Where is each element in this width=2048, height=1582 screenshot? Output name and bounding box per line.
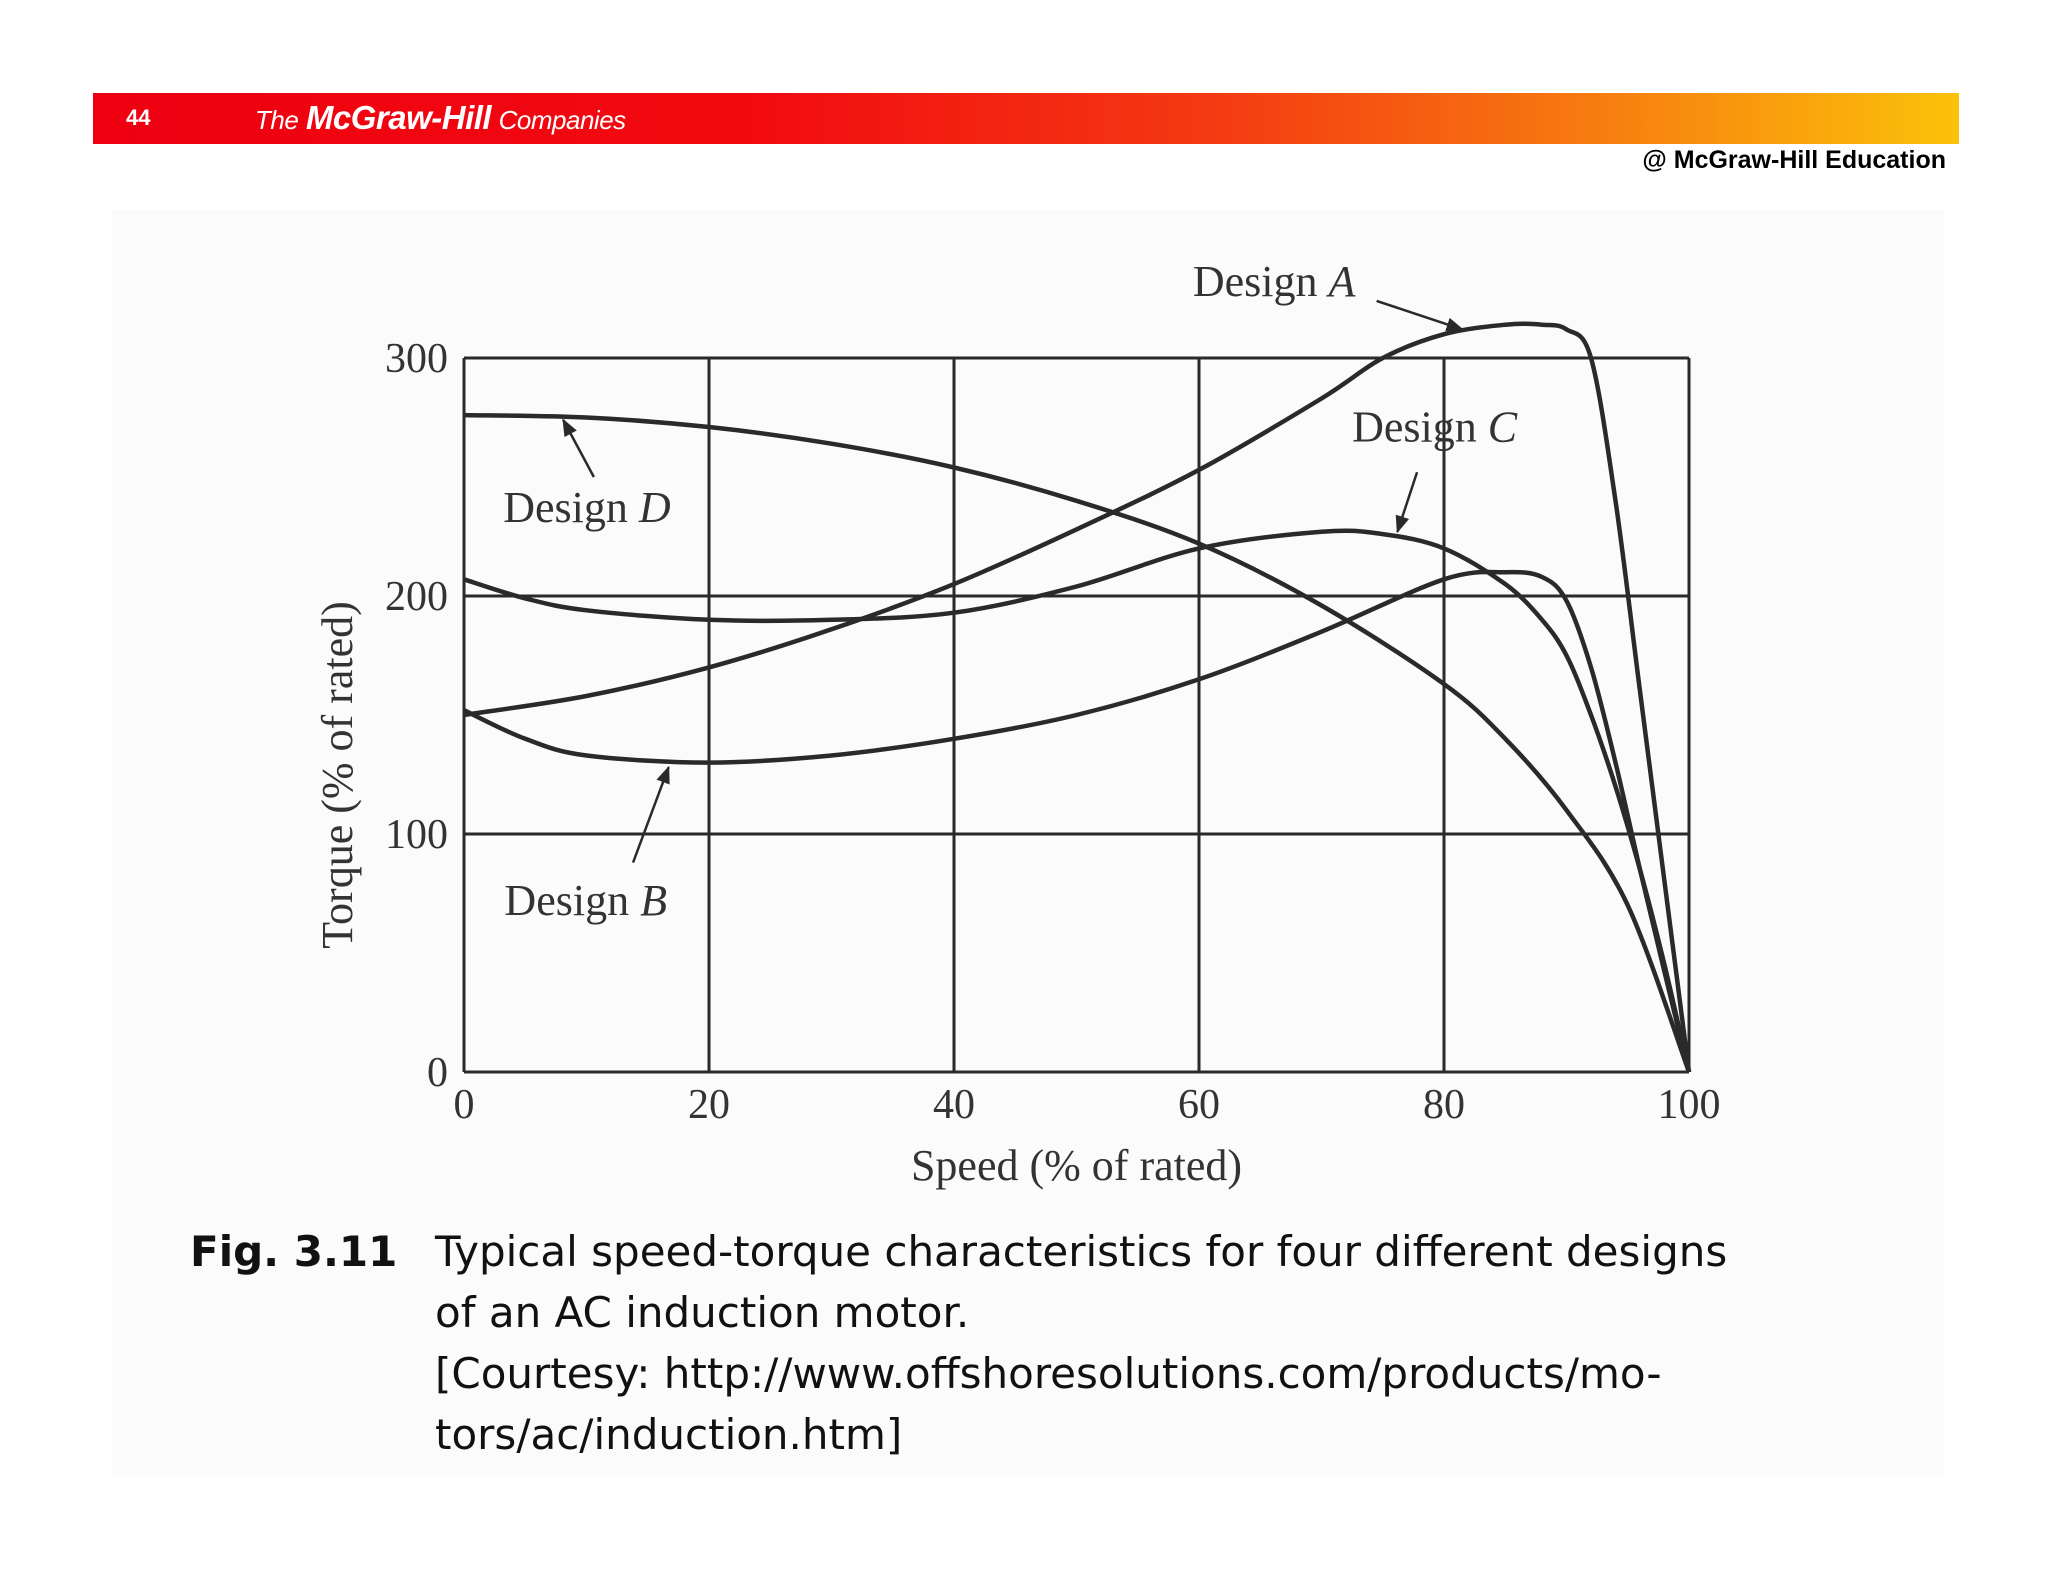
header-banner: 44 The McGraw-Hill Companies <box>93 93 1959 144</box>
annotation-arrow-design-b <box>631 765 670 863</box>
y-tick-label: 100 <box>385 812 448 858</box>
x-tick-label: 80 <box>1423 1082 1465 1128</box>
page-number: 44 <box>126 105 151 130</box>
annotation-design-b: Design B <box>504 876 667 925</box>
y-tick-label: 200 <box>385 574 448 620</box>
y-tick-label: 300 <box>385 336 448 382</box>
x-tick-label: 100 <box>1658 1082 1721 1128</box>
caption-line: of an AC induction motor. <box>435 1287 970 1337</box>
y-axis-title: Torque (% of rated) <box>313 601 362 949</box>
caption-text: Typical speed-torque characteristics for… <box>435 1222 1835 1466</box>
x-tick-label: 20 <box>688 1082 730 1128</box>
annotation-arrow-design-a <box>1376 299 1465 332</box>
x-tick-label: 40 <box>933 1082 975 1128</box>
curves <box>463 321 1692 1073</box>
annotation-letter: A <box>1326 257 1357 306</box>
annotation-word: Design <box>1193 257 1329 306</box>
x-tick-label: 60 <box>1178 1082 1220 1128</box>
logo-word-companies: Companies <box>498 105 627 135</box>
annotation-letter: C <box>1488 402 1518 451</box>
y-tick-label: 0 <box>427 1050 448 1096</box>
annotation-word: Design <box>503 483 639 532</box>
annotation-arrow-design-d <box>562 418 595 478</box>
tick-labels: 0 20 40 60 80 100 0 100 200 300 <box>385 336 1721 1128</box>
caption-line: [Courtesy: http://www.offshoresolutions.… <box>435 1348 1662 1398</box>
curve-design-a <box>463 321 1692 1073</box>
curve-design-c <box>463 528 1692 1073</box>
curve-design-b <box>463 569 1692 1073</box>
caption-line: tors/ac/induction.htm] <box>435 1409 903 1459</box>
publisher-logo: The McGraw-Hill Companies <box>255 99 626 137</box>
curve-design-d <box>463 412 1692 1073</box>
annotation-word: Design <box>1352 402 1488 451</box>
x-tick-label: 0 <box>454 1082 475 1128</box>
annotation-design-a: Design A <box>1193 257 1357 306</box>
caption-label: Fig. 3.11 <box>190 1227 398 1276</box>
annotation-design-c: Design C <box>1352 402 1518 451</box>
annotation-letter: D <box>638 483 671 532</box>
copyright-notice: @ McGraw-Hill Education <box>1642 146 1946 174</box>
annotation-arrow-design-c <box>1395 471 1419 534</box>
annotation-letter: B <box>640 876 667 925</box>
annotation-word: Design <box>504 876 640 925</box>
x-axis-title: Speed (% of rated) <box>911 1141 1242 1190</box>
grid <box>462 356 1691 1074</box>
caption-line: Typical speed-torque characteristics for… <box>435 1227 1728 1276</box>
logo-word-the: The <box>255 105 299 135</box>
annotation-design-d: Design D <box>503 483 671 532</box>
logo-brand: McGraw-Hill <box>305 99 492 136</box>
